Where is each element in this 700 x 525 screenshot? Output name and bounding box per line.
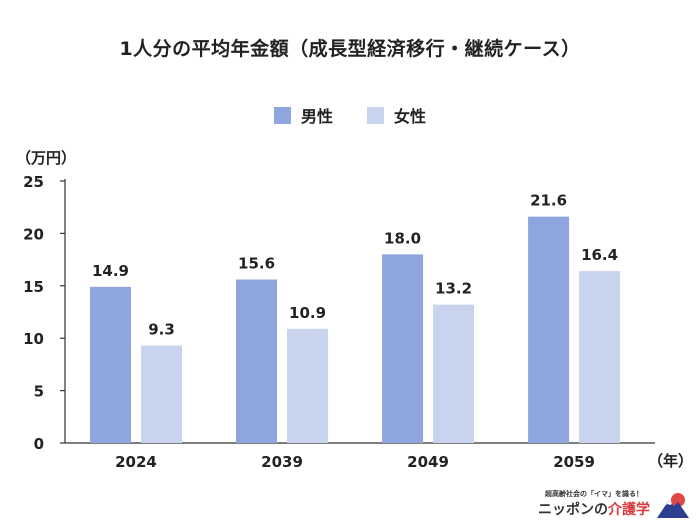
chart-title: 1人分の平均年金額（成長型経済移行・継続ケース）	[119, 38, 581, 60]
data-label: 10.9	[289, 304, 326, 322]
bar-2039-female	[287, 328, 329, 443]
x-axis-unit-label: （年）	[648, 452, 694, 470]
brand-text: 超高齢社会の「イマ」を識る！ ニッポンの介護学	[538, 489, 650, 519]
brand-tagline: 超高齢社会の「イマ」を識る！	[545, 490, 643, 498]
brand-logo: 超高齢社会の「イマ」を識る！ ニッポンの介護学	[538, 489, 690, 519]
bar-2024-male	[90, 286, 131, 443]
bar-2049-female	[433, 304, 475, 443]
bar-2024-female	[141, 345, 182, 443]
data-label: 21.6	[530, 192, 567, 210]
legend-item-female: 女性	[367, 103, 426, 127]
bar-2039-male	[236, 279, 278, 443]
brand-name: ニッポンの介護学	[538, 499, 650, 519]
bar-2049-male	[382, 254, 424, 443]
x-tick-label: 2049	[407, 453, 449, 471]
data-label: 14.9	[92, 262, 129, 280]
legend-swatch-male	[273, 106, 291, 124]
y-tick-label: 10	[23, 330, 44, 348]
mountain-sun-logo-icon	[657, 493, 689, 518]
data-label: 18.0	[384, 229, 421, 247]
data-label: 9.3	[148, 321, 175, 339]
data-label: 15.6	[238, 255, 275, 273]
y-tick-label: 20	[23, 225, 44, 243]
y-axis-unit-label: （万円）	[16, 149, 77, 167]
legend-item-male: 男性	[273, 103, 333, 127]
brand-name-prefix: ニッポンの	[538, 502, 608, 518]
data-label: 16.4	[581, 246, 618, 264]
x-tick-label: 2059	[553, 453, 595, 471]
y-tick-label: 15	[23, 278, 44, 296]
data-label: 13.2	[435, 280, 472, 298]
x-tick-label: 2024	[115, 453, 157, 471]
y-tick-label: 0	[34, 435, 44, 453]
brand-name-accent: 介護学	[608, 502, 650, 518]
chart-legend: 男性 女性	[0, 103, 700, 127]
y-tick-label: 25	[23, 173, 44, 191]
bar-2059-female	[579, 271, 621, 443]
legend-swatch-female	[367, 106, 384, 124]
x-tick-label: 2039	[261, 453, 303, 471]
bar-2059-male	[528, 216, 570, 443]
y-tick-label: 5	[34, 383, 44, 401]
legend-label-male: 男性	[300, 107, 333, 126]
legend-label-female: 女性	[394, 107, 427, 126]
